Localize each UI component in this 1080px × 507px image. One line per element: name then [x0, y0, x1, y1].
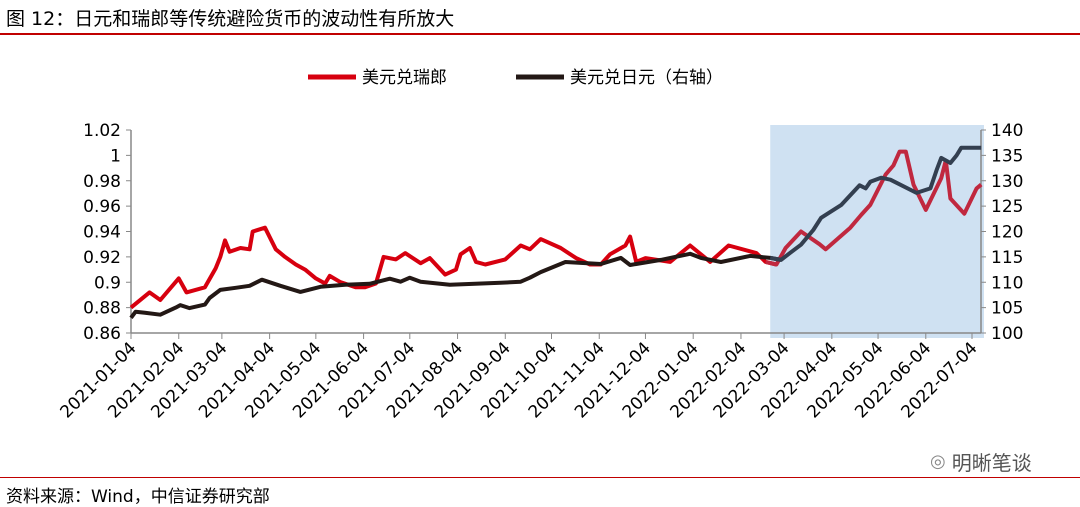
left-tick-label: 0.86 — [83, 324, 121, 344]
right-tick-label: 135 — [991, 146, 1023, 166]
right-tick-label: 100 — [991, 324, 1023, 344]
right-tick-label: 105 — [991, 299, 1023, 319]
right-tick-label: 120 — [991, 223, 1023, 243]
left-tick-label: 0.98 — [83, 172, 121, 192]
right-tick-label: 130 — [991, 172, 1023, 192]
left-tick-label: 0.9 — [94, 273, 121, 293]
watermark: ◎ 明晰笔谈 — [930, 447, 1032, 476]
watermark-text: 明晰笔谈 — [951, 451, 1032, 475]
left-tick-label: 0.92 — [83, 248, 121, 268]
wechat-icon: ◎ — [930, 451, 946, 472]
legend: 美元兑瑞郎 美元兑日元（右轴） — [308, 68, 723, 88]
series-lines — [129, 145, 983, 320]
left-tick-label: 1.02 — [83, 121, 121, 141]
figure-title: 图 12：日元和瑞郎等传统避险货币的波动性有所放大 — [6, 8, 455, 30]
right-tick-label: 125 — [991, 197, 1023, 217]
left-tick-label: 0.96 — [83, 197, 121, 217]
legend-label-usdjpy: 美元兑日元（右轴） — [570, 68, 723, 88]
footer-divider — [0, 477, 1080, 478]
source-note: 资料来源：Wind，中信证券研究部 — [6, 487, 270, 507]
title-divider — [0, 33, 1080, 35]
series-line-usdjpy — [129, 251, 782, 320]
right-tick-label: 110 — [991, 273, 1023, 293]
right-tick-label: 115 — [991, 248, 1023, 268]
left-tick-label: 1 — [110, 146, 121, 166]
left-tick-label: 0.88 — [83, 299, 121, 319]
series-line-usdchf — [129, 225, 777, 310]
legend-label-usdchf: 美元兑瑞郎 — [362, 68, 447, 88]
left-tick-label: 0.94 — [83, 223, 121, 243]
right-tick-label: 140 — [991, 121, 1023, 141]
series-line-usdjpy-shaded — [769, 145, 982, 262]
